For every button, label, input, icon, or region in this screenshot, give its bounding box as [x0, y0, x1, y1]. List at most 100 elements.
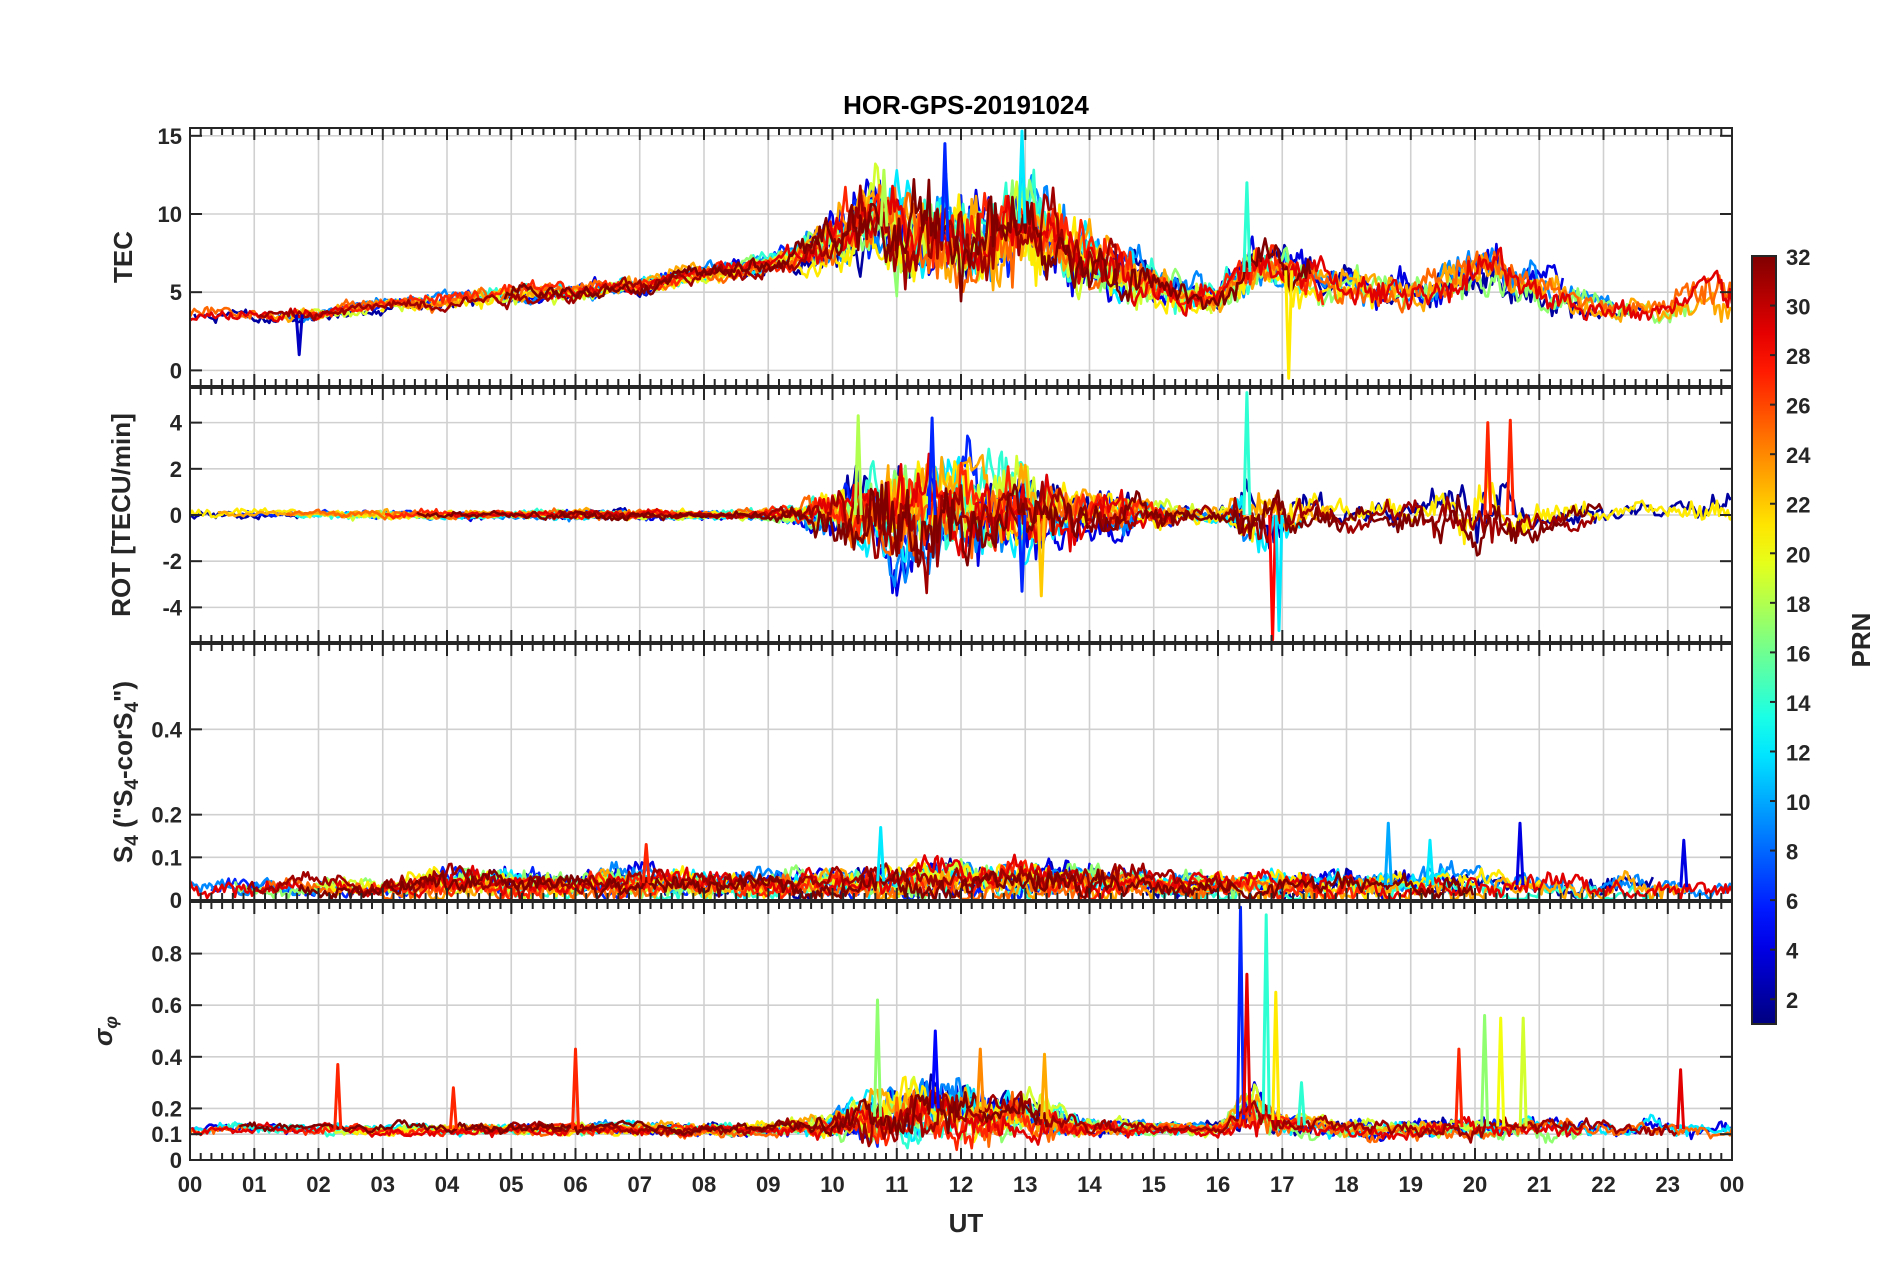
event-spike	[1496, 1016, 1506, 1127]
y-tick-label: 0.8	[151, 942, 182, 967]
event-spike	[294, 314, 304, 357]
x-tick-label: 07	[628, 1172, 652, 1197]
series-group	[190, 129, 1732, 380]
x-tick-marks	[189, 902, 1733, 1160]
x-tick-marks	[189, 644, 1733, 900]
series-line-prn-31	[246, 862, 1237, 900]
colorbar-tick-label: 26	[1786, 394, 1810, 419]
y-axis-label: ROT [TECU/min]	[106, 413, 136, 617]
colorbar-tick-label: 8	[1786, 840, 1798, 865]
x-tick-label: 00	[1720, 1172, 1744, 1197]
event-spike	[448, 1086, 458, 1130]
x-tick-label: 04	[435, 1172, 460, 1197]
y-axis-label-part: ")	[108, 681, 138, 702]
y-tick-label: 0.2	[151, 1096, 182, 1121]
x-tick-label: 23	[1656, 1172, 1680, 1197]
y-tick-label: 15	[158, 124, 182, 149]
event-spike	[1483, 421, 1493, 516]
y-tick-label: 10	[158, 202, 182, 227]
event-spike	[1454, 1047, 1464, 1128]
event-spike	[1271, 990, 1281, 1121]
event-spike	[873, 998, 882, 1117]
x-tick-label: 21	[1527, 1172, 1551, 1197]
y-axis-label-part: ("S	[108, 790, 138, 836]
x-tick-label: 02	[306, 1172, 330, 1197]
event-spike	[1480, 1014, 1490, 1127]
event-spike	[1236, 905, 1245, 1120]
colorbar-scale	[1751, 255, 1777, 1025]
series-line-prn-32	[238, 1087, 1048, 1137]
y-tick-label: 0	[170, 888, 182, 913]
colorbar-tick-label: 30	[1786, 295, 1810, 320]
y-tick-label: 0.6	[151, 993, 182, 1018]
event-spike	[853, 414, 863, 516]
y-tick-label: 4	[170, 411, 183, 436]
event-spike	[927, 416, 937, 516]
event-spike	[1515, 821, 1525, 886]
event-spike	[975, 1047, 985, 1112]
colorbar-tick-label: 16	[1786, 641, 1810, 666]
series-line-prn-31	[257, 184, 1121, 322]
series-group	[190, 821, 1732, 900]
event-spike	[1425, 838, 1435, 886]
colorbar-tick-label: 18	[1786, 592, 1810, 617]
event-spike	[1242, 391, 1252, 516]
x-axis-label: UT	[949, 1208, 984, 1238]
figure-title: HOR-GPS-20191024	[843, 90, 1089, 120]
y-tick-label: 0.2	[151, 803, 182, 828]
colorbar-tick-label: 10	[1786, 790, 1810, 815]
event-spike	[1284, 270, 1294, 380]
x-tick-label: 13	[1013, 1172, 1037, 1197]
event-spike	[1017, 129, 1027, 224]
colorbar-tick-label: 28	[1786, 344, 1810, 369]
event-spike	[333, 1063, 343, 1130]
x-tick-marks	[189, 388, 1733, 642]
event-spike	[1017, 514, 1027, 593]
x-tick-label: 11	[885, 1172, 908, 1197]
x-tick-label: 01	[242, 1172, 266, 1197]
x-tick-label: 14	[1077, 1172, 1102, 1197]
x-tick-label: 12	[949, 1172, 973, 1197]
event-spike	[1036, 514, 1046, 598]
event-spike	[1676, 1068, 1686, 1130]
event-spike	[1242, 972, 1252, 1115]
event-spike	[1518, 1016, 1528, 1127]
x-tick-label: 18	[1334, 1172, 1358, 1197]
x-tick-marks	[189, 128, 1733, 386]
colorbar-tick-label: 6	[1786, 889, 1798, 914]
y-axis-label: TEC	[108, 231, 138, 283]
y-tick-label: -2	[162, 549, 182, 574]
series-line-prn-32	[416, 481, 1603, 568]
y-tick-label: 0.4	[151, 717, 182, 742]
x-tick-label: 09	[756, 1172, 780, 1197]
y-tick-label: 0.4	[151, 1045, 182, 1070]
event-spike	[571, 1047, 580, 1130]
event-spike	[1274, 514, 1284, 632]
y-tick-label: 0	[170, 503, 182, 528]
colorbar-tick-label: 24	[1786, 443, 1811, 468]
y-tick-label: 0	[170, 1148, 182, 1173]
panel-1: 0 5 10 15 TEC	[108, 124, 1733, 387]
y-axis-label-part: -corS	[108, 713, 138, 779]
panel-2: 4 2 0 -2 -4 ROT [TECU/min]	[106, 387, 1733, 643]
colorbar-tick-label: 22	[1786, 493, 1810, 518]
colorbar-tick-label: 14	[1786, 691, 1811, 716]
y-axis-label-part: S	[108, 846, 138, 863]
event-spike	[876, 826, 886, 882]
y-axis-label: σφ	[88, 1016, 121, 1046]
y-tick-label: 2	[170, 457, 182, 482]
x-tick-label: 08	[692, 1172, 716, 1197]
x-tick-label: 10	[820, 1172, 844, 1197]
y-axis-label-part: 4	[122, 779, 143, 790]
x-tick-label: 03	[371, 1172, 395, 1197]
y-axis-label-part: 4	[122, 835, 143, 846]
event-spike	[930, 1029, 940, 1109]
y-axis-label-part: φ	[101, 1016, 121, 1029]
event-spike	[1261, 913, 1271, 1115]
colorbar-tick-label: 4	[1786, 939, 1799, 964]
series-line-prn-32	[503, 178, 1312, 310]
